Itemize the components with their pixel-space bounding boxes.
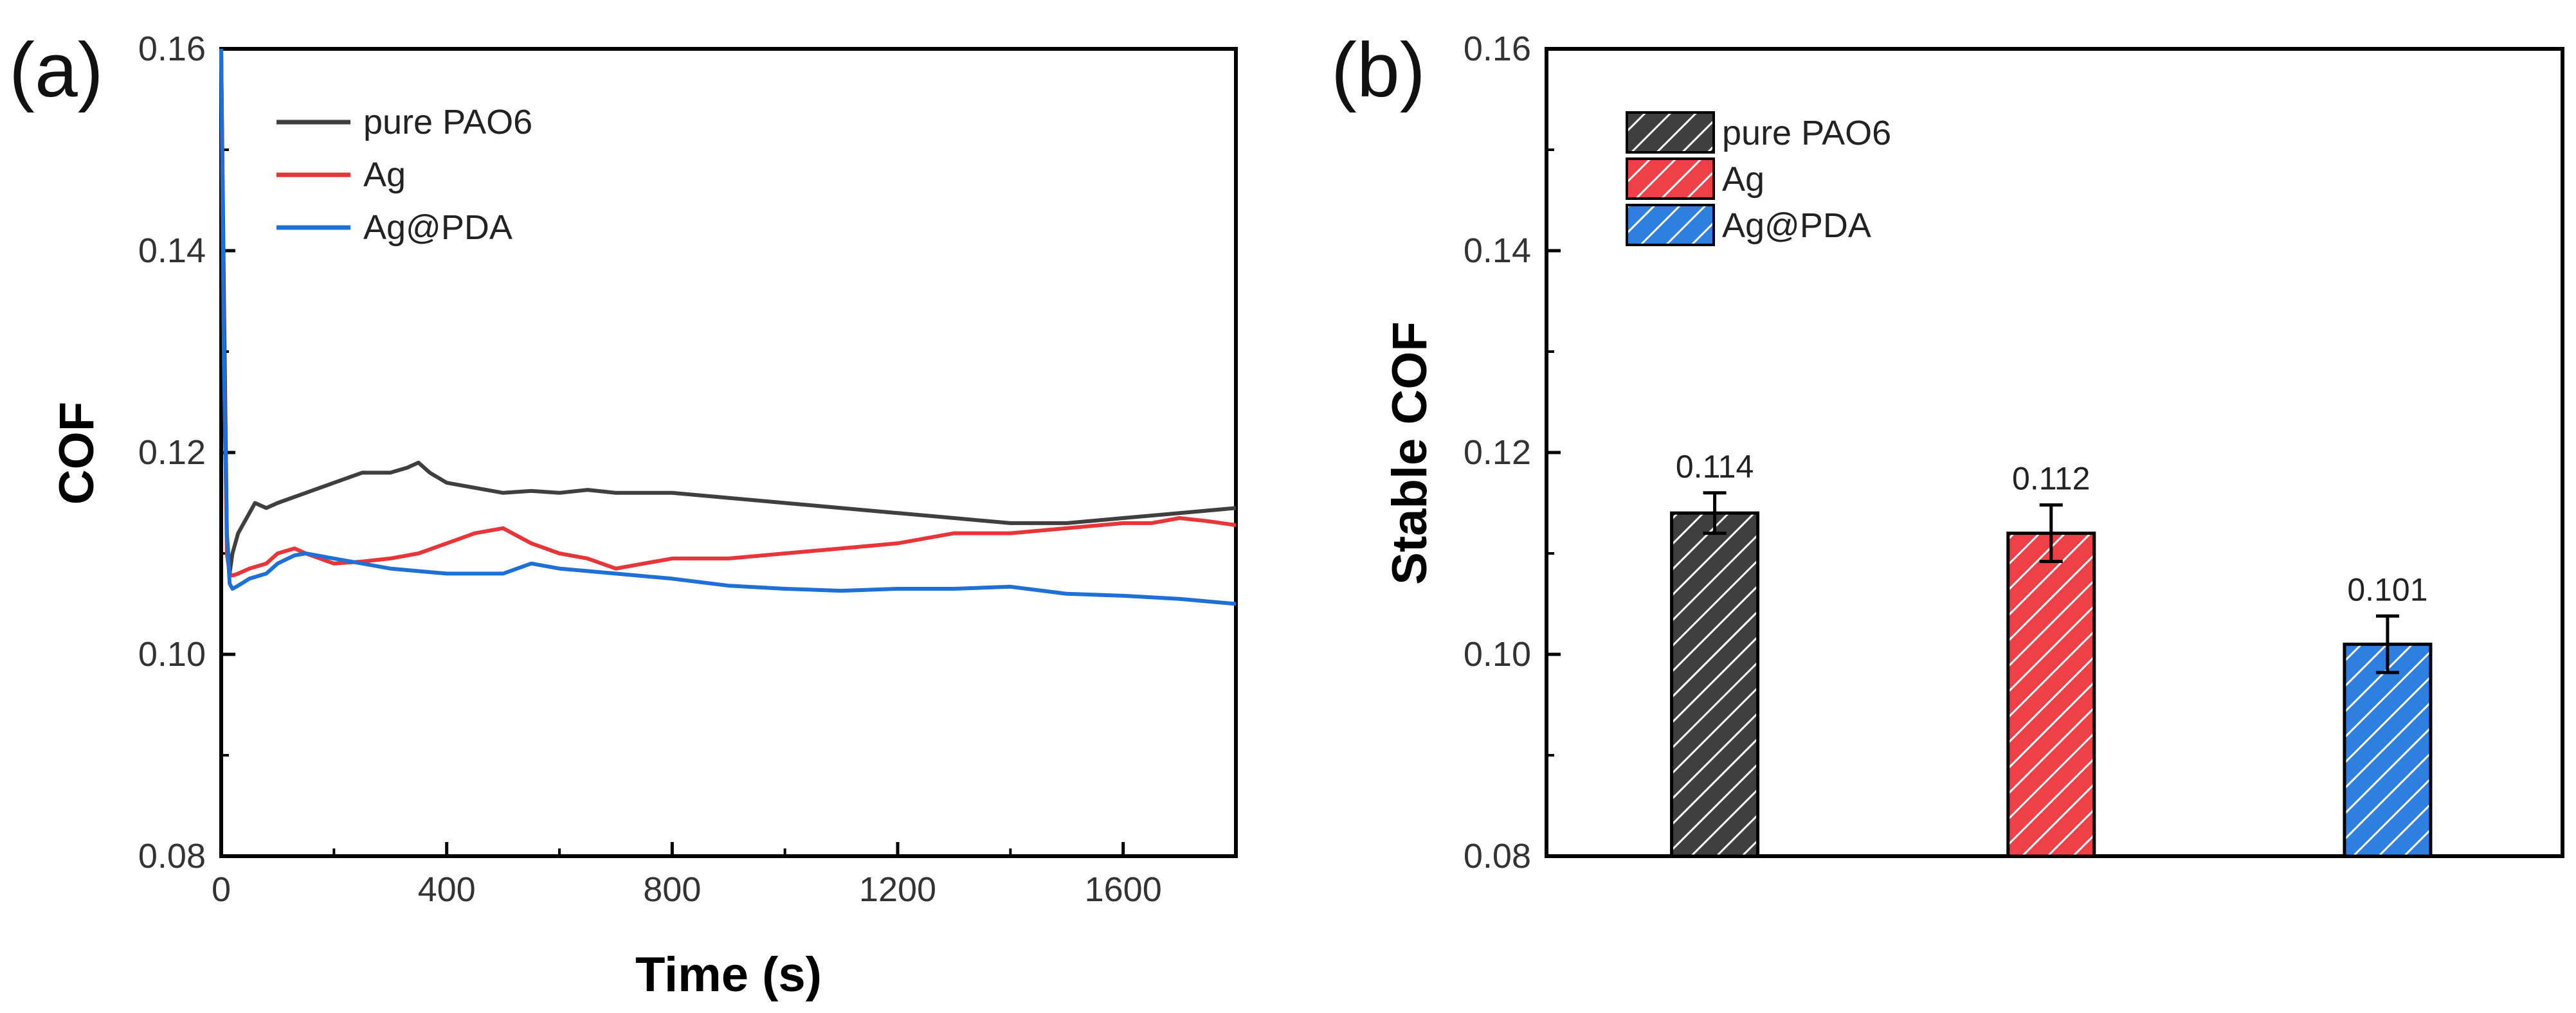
panel-a-x-tick-label: 800 — [643, 870, 701, 909]
panel-a-x-tick-label: 1600 — [1085, 870, 1162, 909]
panel-a-x-ticks: 0 400 800 1200 1600 — [212, 842, 1162, 909]
panel-b-legend-swatch-hatch — [1626, 111, 1715, 154]
panel-b-chart: 0.08 0.10 0.12 0.14 0.16 0.114 0.112 0.101 Sta… — [1383, 30, 2564, 875]
panel-a-legend: pure PAO6 Ag Ag@PDA — [277, 103, 532, 247]
panel-a-y-tick-label: 0.10 — [138, 635, 206, 674]
panel-a-legend-label: pure PAO6 — [363, 103, 532, 141]
panel-a-chart: 0.08 0.10 0.12 0.14 0.16 0 400 800 1200 1600 COF… — [50, 30, 1238, 1002]
panel-b-y-tick-label: 0.08 — [1464, 837, 1531, 875]
panel-a-legend-label: Ag — [363, 156, 406, 194]
panel-a-x-tick-label: 400 — [418, 870, 476, 909]
panel-b-y-tick-label: 0.16 — [1464, 30, 1531, 68]
panel-b-bars: 0.114 0.112 0.101 — [1670, 449, 2433, 858]
panel-b-legend-swatch-hatch — [1626, 157, 1715, 200]
panel-a-y-axis-label: COF — [50, 402, 104, 505]
panel-b-y-tick-label: 0.12 — [1464, 433, 1531, 472]
panel-a-series-line-1 — [219, 48, 1237, 578]
panel-a-x-tick-label: 1200 — [859, 870, 936, 909]
panel-b-bar-hatch — [2006, 532, 2096, 858]
panel-a-x-tick-label: 0 — [212, 870, 231, 909]
panel-b-label: (b) — [1331, 27, 1426, 113]
panel-b-y-tick-label: 0.14 — [1464, 231, 1531, 270]
panel-a-lines — [219, 48, 1237, 606]
panel-b-legend-label: Ag@PDA — [1722, 206, 1871, 245]
panel-b-y-ticks: 0.08 0.10 0.12 0.14 0.16 — [1464, 30, 1561, 875]
panel-a-series-line-0 — [219, 48, 1237, 576]
panel-b-y-tick-label: 0.10 — [1464, 635, 1531, 674]
panel-b-data-label: 0.114 — [1676, 449, 1754, 485]
panel-b-data-label: 0.112 — [2012, 461, 2090, 497]
panel-b-legend: pure PAO6 Ag Ag@PDA — [1626, 111, 1891, 246]
panel-a-y-tick-label: 0.14 — [138, 231, 206, 270]
panel-b-data-label: 0.101 — [2347, 571, 2427, 607]
panel-a-y-ticks: 0.08 0.10 0.12 0.14 0.16 — [138, 30, 235, 875]
panel-b-bar-hatch — [2343, 642, 2433, 858]
panel-b-bar-hatch — [1670, 511, 1760, 858]
panel-a-legend-label: Ag@PDA — [363, 208, 512, 247]
panel-b-y-axis-label: Stable COF — [1383, 321, 1437, 585]
panel-a-x-axis-label: Time (s) — [635, 947, 822, 1002]
panel-a-label: (a) — [9, 27, 104, 113]
panel-a-y-tick-label: 0.08 — [138, 837, 206, 875]
panel-a-y-tick-label: 0.12 — [138, 433, 206, 472]
panel-b-legend-swatch-hatch — [1626, 204, 1715, 246]
panel-b-legend-label: pure PAO6 — [1722, 114, 1891, 152]
panel-b-legend-label: Ag — [1722, 160, 1764, 199]
panel-a-y-tick-label: 0.16 — [138, 30, 206, 68]
panel-a-series-line-2 — [219, 48, 1237, 606]
